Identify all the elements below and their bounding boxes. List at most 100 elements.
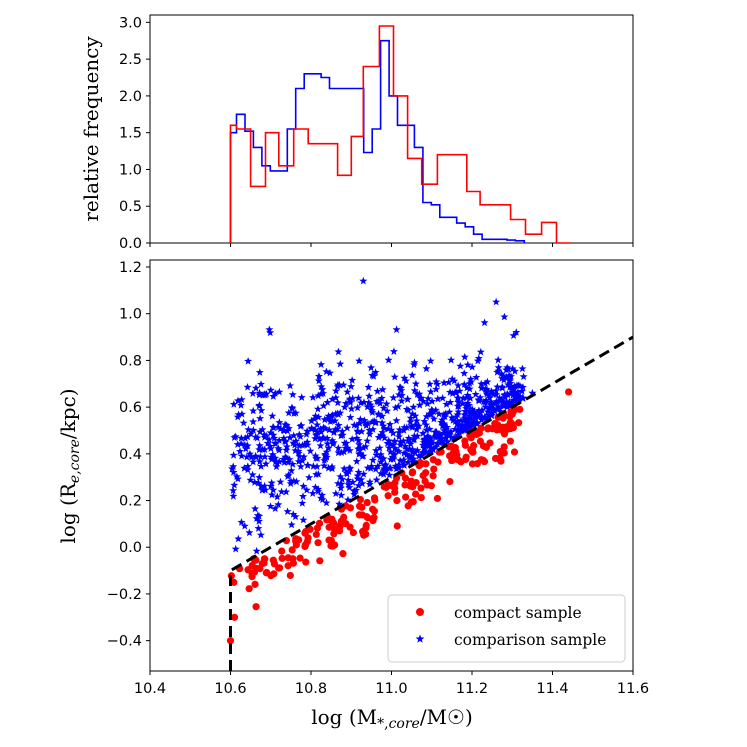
comparison-point <box>432 385 441 393</box>
comparison-point <box>295 441 304 450</box>
compact-point <box>457 458 465 466</box>
comparison-point <box>372 475 381 484</box>
comparison-point <box>266 502 275 510</box>
compact-point <box>412 479 420 487</box>
comparison-point <box>420 417 429 425</box>
comparison-point <box>448 389 457 397</box>
comparison-point <box>467 377 476 386</box>
compact-point <box>445 443 453 451</box>
comparison-point <box>470 408 479 416</box>
comparison-point <box>427 437 436 446</box>
comparison-point <box>246 429 255 438</box>
comparison-point <box>285 433 294 441</box>
compact-point <box>260 559 268 567</box>
comparison-point <box>290 440 299 449</box>
comparison-point <box>311 426 319 434</box>
comparison-point <box>302 485 311 494</box>
comparison-point <box>260 452 269 461</box>
compact-point <box>314 539 322 547</box>
comparison-point <box>297 393 306 401</box>
comparison-point <box>365 426 374 434</box>
comparison-point <box>336 408 345 417</box>
legend: compact sample comparison sample <box>387 594 626 663</box>
comparison-point <box>311 412 320 420</box>
comparison-point <box>498 398 507 407</box>
comparison-point <box>462 401 471 409</box>
comparison-point <box>233 474 242 483</box>
comparison-point <box>441 434 450 443</box>
comparison-point <box>479 397 488 406</box>
comparison-point <box>334 421 343 429</box>
comparison-point <box>428 406 437 415</box>
scatter-y-tick-label: −0.2 <box>107 587 142 603</box>
compact-point <box>286 571 294 580</box>
comparison-point <box>473 418 482 426</box>
comparison-point <box>255 401 264 409</box>
comparison-point <box>436 430 445 439</box>
comparison-point <box>477 415 486 424</box>
comparison-point <box>267 478 276 487</box>
compact-point <box>380 483 388 491</box>
comparison-point <box>229 462 238 471</box>
compact-point <box>302 558 310 566</box>
comparison-point <box>465 379 474 387</box>
comparison-point <box>492 297 501 306</box>
compact-point <box>479 456 487 464</box>
comparison-point <box>338 427 347 435</box>
compact-point <box>360 531 368 539</box>
comparison-point <box>361 442 370 451</box>
comparison-point <box>469 417 478 426</box>
comparison-point <box>261 486 270 494</box>
comparison-point <box>406 413 415 422</box>
comparison-point <box>252 546 261 555</box>
comparison-point <box>513 388 522 396</box>
comparison-point <box>475 396 483 405</box>
comparison-point <box>375 443 384 452</box>
comparison-point <box>471 390 480 398</box>
comparison-point <box>296 462 305 471</box>
comparison-point <box>400 423 409 431</box>
comparison-point <box>313 427 322 436</box>
comparison-point <box>274 423 283 431</box>
comparison-point <box>230 481 239 489</box>
comparison-point <box>254 478 263 487</box>
comparison-point <box>287 466 296 475</box>
comparison-point <box>342 468 351 477</box>
comparison-point <box>404 434 413 442</box>
comparison-point <box>243 441 252 450</box>
compact-point <box>508 410 516 418</box>
comparison-point <box>465 411 474 420</box>
comparison-point <box>356 415 365 423</box>
comparison-point <box>380 424 389 432</box>
compact-point <box>336 523 344 531</box>
comparison-point <box>395 463 403 472</box>
comparison-point <box>364 398 373 406</box>
comparison-point <box>424 448 433 457</box>
comparison-point <box>371 368 380 376</box>
legend-compact-label: compact sample <box>454 604 582 622</box>
comparison-point <box>507 398 516 407</box>
comparison-point <box>482 396 491 404</box>
compact-point <box>262 569 270 577</box>
comparison-point <box>509 331 518 339</box>
comparison-point <box>423 399 432 408</box>
comparison-point <box>345 394 354 403</box>
comparison-point <box>408 409 417 418</box>
comparison-point <box>276 477 285 486</box>
comparison-point <box>245 528 254 537</box>
comparison-point <box>296 432 305 440</box>
comparison-point <box>229 400 238 408</box>
compact-point <box>412 490 420 498</box>
comparison-point <box>487 399 496 407</box>
comparison-point <box>487 409 496 417</box>
comparison-point <box>502 398 510 406</box>
compact-point <box>473 459 481 468</box>
compact-point <box>402 493 410 501</box>
comparison-point <box>306 446 315 455</box>
comparison-point <box>363 463 372 472</box>
compact-point <box>250 568 259 576</box>
comparison-point <box>425 380 434 388</box>
comparison-point <box>290 409 298 417</box>
comparison-point <box>426 356 435 365</box>
comparison-point <box>255 517 263 525</box>
